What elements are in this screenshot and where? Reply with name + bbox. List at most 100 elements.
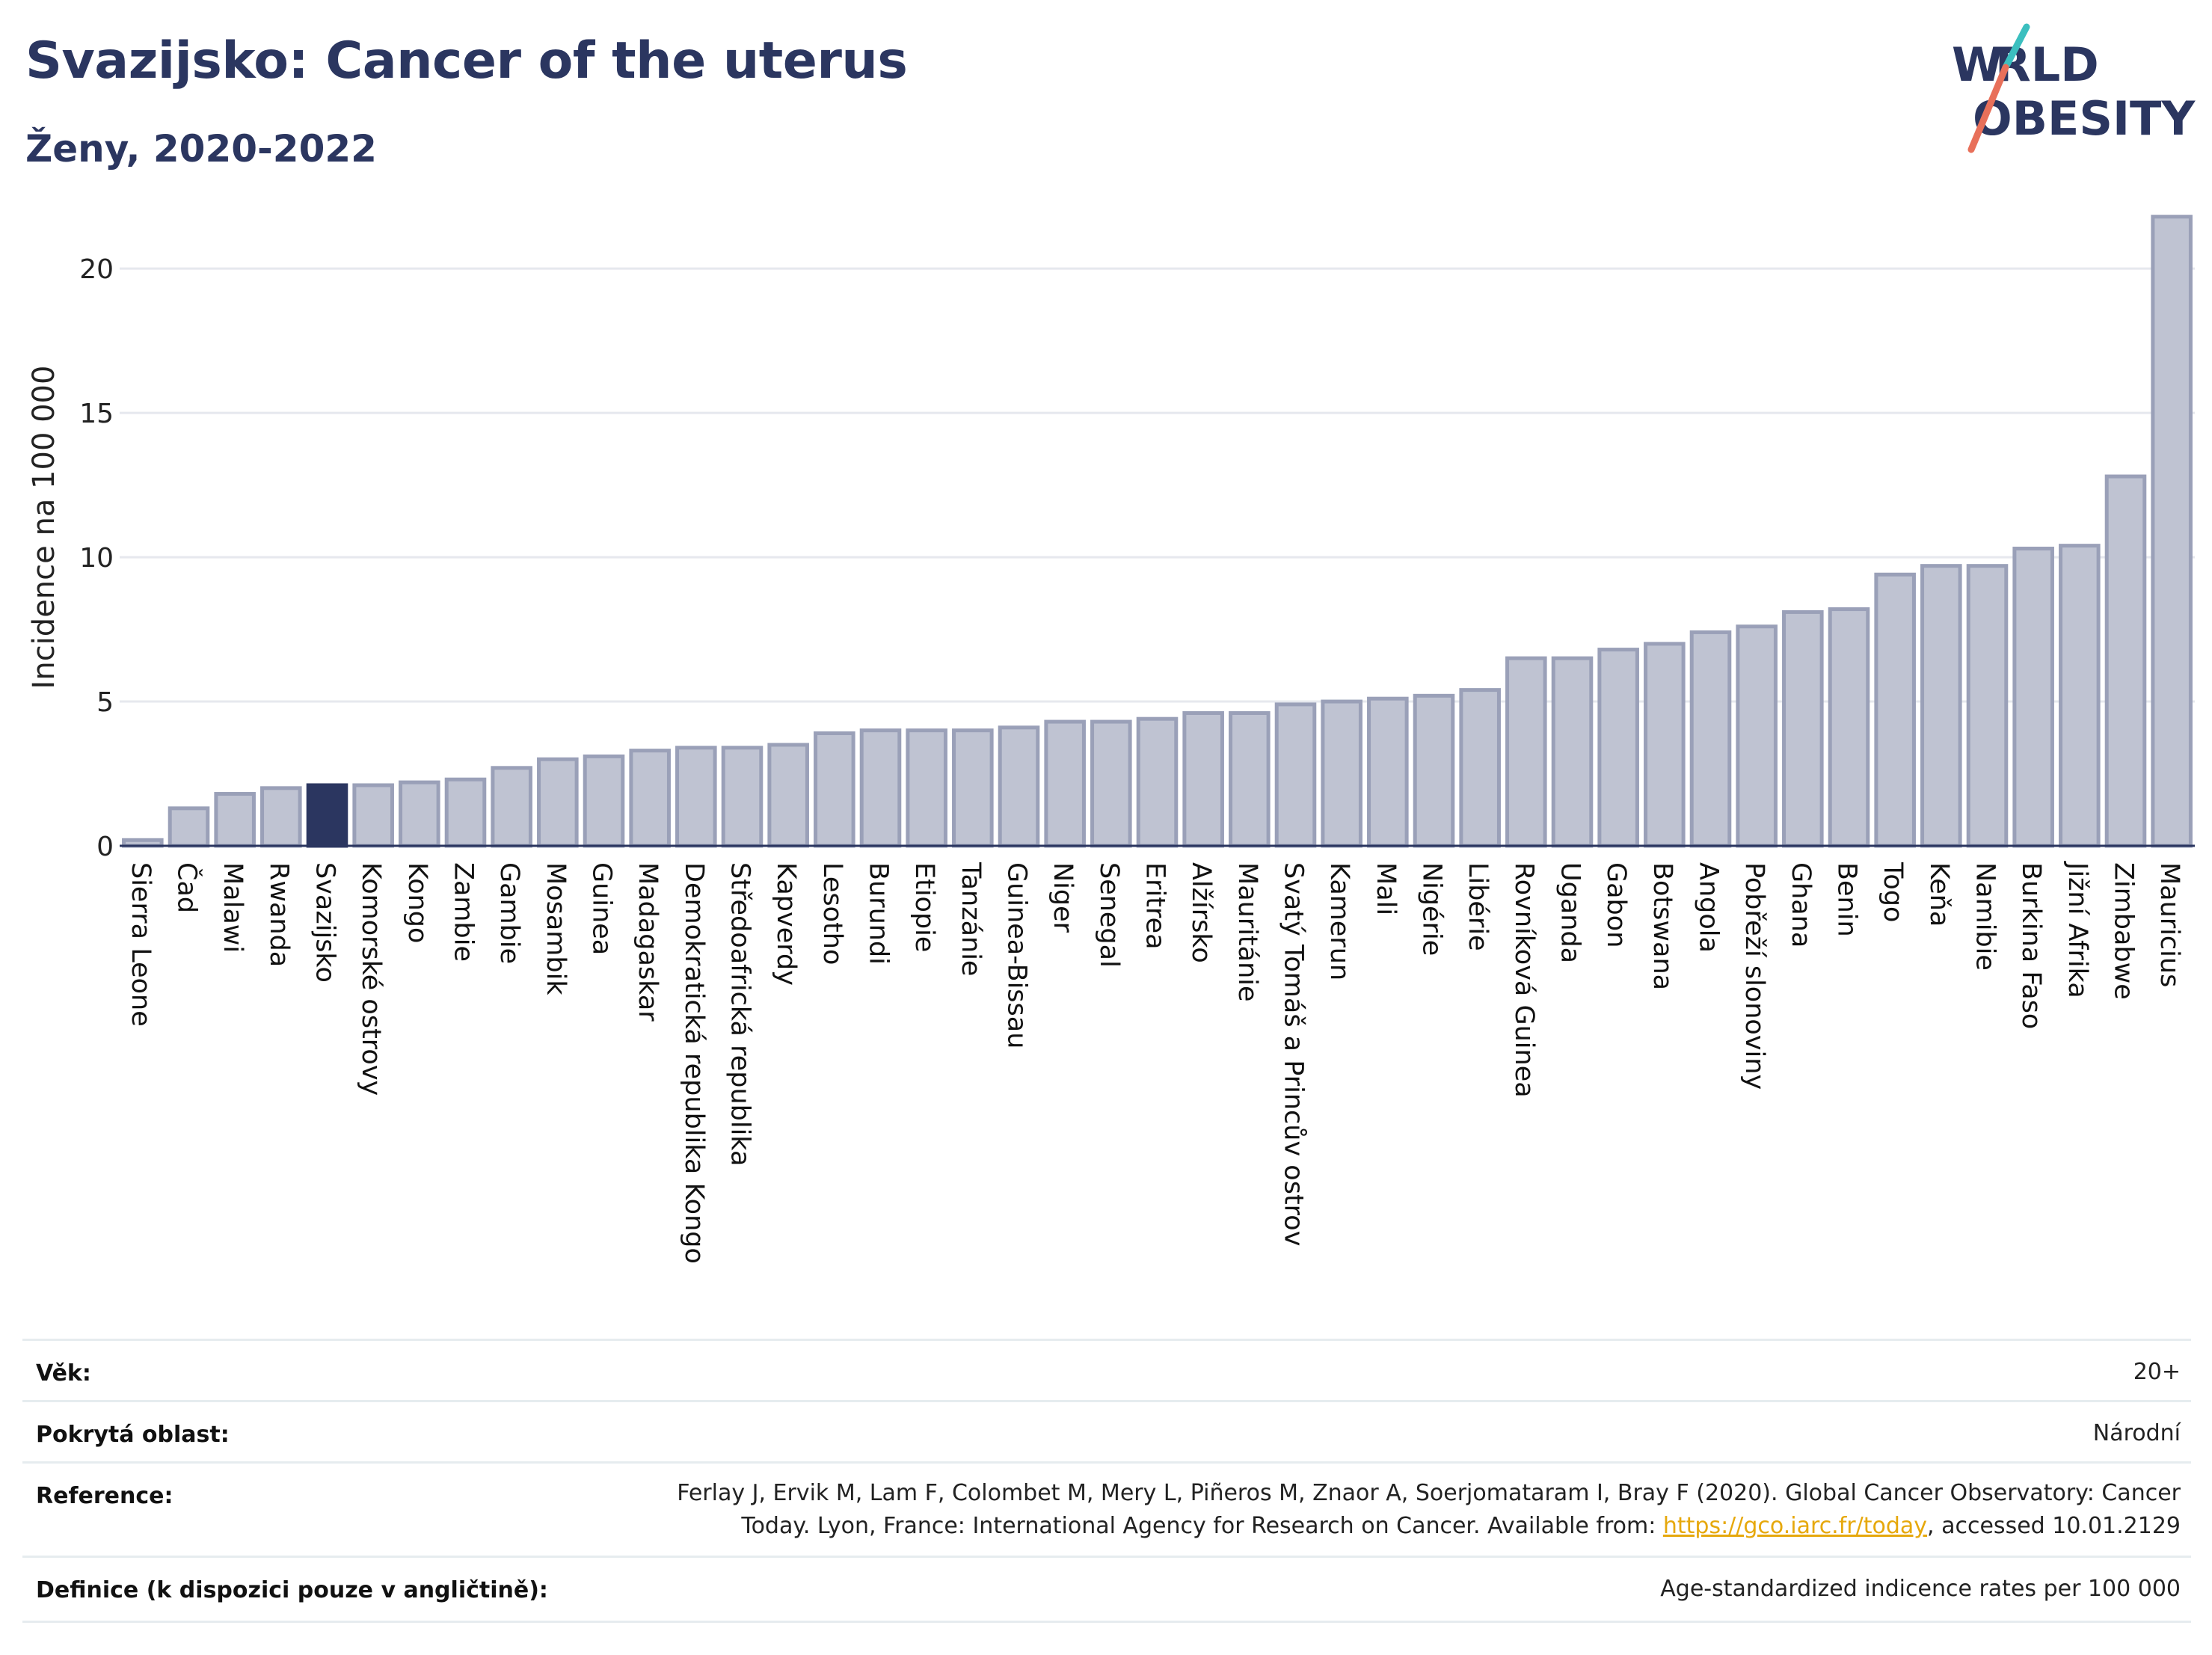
bar — [2151, 215, 2193, 848]
x-tick-label: Kapverdy — [771, 862, 801, 986]
bar — [1782, 610, 1824, 848]
x-tick-label: Mauritánie — [1232, 862, 1262, 1002]
x-tick-label: Jižní Afrika — [2062, 861, 2092, 998]
x-tick-label: Alžírsko — [1186, 862, 1216, 963]
bar — [998, 725, 1040, 848]
x-tick-label: Gambie — [494, 862, 524, 964]
bar — [583, 754, 625, 848]
x-tick-label: Burundi — [864, 862, 894, 965]
x-tick-label: Komorské ostrovy — [356, 862, 386, 1096]
x-tick-label: Zimbabwe — [2109, 862, 2139, 1000]
bar — [1274, 702, 1317, 848]
x-tick-label: Zambie — [449, 862, 479, 962]
bar — [491, 766, 532, 848]
x-tick-label: Mauricius — [2154, 862, 2184, 987]
x-tick-label: Lesotho — [817, 862, 847, 965]
y-tick-label: 0 — [96, 832, 114, 862]
definition-value: Age-standardized indicence rates per 100… — [1660, 1576, 2181, 1602]
x-tick-label: Rovníková Guinea — [1509, 862, 1539, 1098]
x-tick-label: Mosambik — [541, 862, 571, 995]
meta-row-reference: Reference: Ferlay J, Ervik M, Lam F, Col… — [22, 1461, 2191, 1556]
bar — [2104, 474, 2147, 848]
bar — [1874, 572, 1916, 848]
bar — [168, 806, 210, 848]
world-obesity-logo: W RLD OBESITY — [1952, 23, 2196, 153]
bar — [1182, 710, 1224, 848]
x-tick-label: Guinea — [587, 862, 617, 955]
bar — [1367, 696, 1409, 848]
x-tick-label: Namibie — [1970, 862, 2000, 971]
x-tick-label: Uganda — [1555, 862, 1585, 963]
bar — [1689, 630, 1732, 848]
reference-line1: Ferlay J, Ervik M, Lam F, Colombet M, Me… — [677, 1480, 2181, 1506]
area-label: Pokrytá oblast: — [36, 1422, 230, 1448]
reference-line2: Today. Lyon, France: International Agenc… — [677, 1510, 2181, 1543]
bar — [1597, 648, 1639, 848]
bar — [859, 728, 902, 848]
x-tick-label: Etiopie — [909, 862, 939, 952]
area-value: Národní — [2092, 1420, 2181, 1446]
x-tick-label: Svazijsko — [310, 862, 340, 983]
svg-text:OBESITY: OBESITY — [1973, 91, 2196, 146]
bar — [1136, 716, 1179, 848]
x-tick-label: Benin — [1832, 862, 1862, 937]
x-tick-label: Mali — [1371, 862, 1401, 915]
y-tick-label: 15 — [79, 399, 114, 429]
x-tick-label: Keňa — [1924, 862, 1954, 927]
bar — [629, 749, 671, 848]
bar — [675, 746, 717, 848]
x-tick-label: Demokratická republika Kongo — [679, 862, 709, 1264]
bar — [767, 743, 809, 848]
x-tick-label: Svatý Tomáš a Princův ostrov — [1279, 862, 1309, 1246]
bar — [2012, 547, 2054, 848]
reference-link[interactable]: https://gco.iarc.fr/today — [1662, 1513, 1928, 1539]
x-tick-label: Botswana — [1647, 862, 1677, 990]
x-tick-label: Madagaskar — [633, 862, 663, 1022]
bar — [721, 746, 764, 848]
reference-line2-pre: Today. Lyon, France: International Agenc… — [741, 1513, 1663, 1539]
page-subtitle: Ženy, 2020-2022 — [25, 127, 377, 171]
x-tick-label: Rwanda — [264, 862, 294, 967]
y-axis-title: Incidence na 100 000 — [27, 366, 61, 690]
svg-text:W: W — [1952, 37, 2003, 92]
bar — [1321, 699, 1362, 848]
reference-value: Ferlay J, Ervik M, Lam F, Colombet M, Me… — [677, 1477, 2181, 1543]
bar — [1044, 719, 1086, 848]
x-tick-label: Sierra Leone — [126, 862, 156, 1027]
bar — [1551, 656, 1594, 848]
bar — [1505, 656, 1547, 848]
y-tick-labels: 0 5 10 15 20 — [79, 254, 114, 862]
bar — [399, 780, 440, 848]
x-tick-label: Malawi — [218, 862, 248, 953]
x-tick-label: Togo — [1878, 862, 1908, 922]
reference-line2-post: , accessed 10.01.2129 — [1927, 1513, 2181, 1539]
bar — [1828, 607, 1870, 848]
x-tick-label: Kongo — [402, 862, 432, 943]
x-tick-label: Nigérie — [1417, 862, 1447, 956]
bar — [260, 786, 302, 848]
category-labels: Sierra Leone Čad Malawi Rwanda Svazijsko Komo… — [126, 861, 2184, 1264]
svg-text:RLD: RLD — [1995, 37, 2099, 92]
age-value: 20+ — [2133, 1359, 2181, 1385]
x-tick-label: Senegal — [1094, 862, 1124, 968]
reference-label: Reference: — [36, 1483, 173, 1509]
y-tick-label: 20 — [79, 254, 114, 285]
x-tick-label: Středoafrická republika — [725, 862, 755, 1166]
definition-label: Definice (k dispozici pouze v angličtině… — [36, 1577, 548, 1603]
meta-row-age: Věk: 20+ — [22, 1339, 2191, 1401]
x-tick-label: Tanzánie — [956, 862, 986, 976]
bar — [537, 757, 579, 848]
age-label: Věk: — [36, 1360, 91, 1387]
bar — [1090, 719, 1132, 848]
bar — [1229, 710, 1271, 848]
bars — [122, 215, 2193, 848]
bar — [2059, 544, 2101, 848]
bar — [952, 728, 994, 848]
bar — [1966, 564, 2009, 848]
bar-chart: 0 5 10 15 20 Sierra Leone Čad Malawi Rwanda Svaz… — [27, 215, 2195, 1264]
x-tick-label: Kamerun — [1324, 862, 1354, 980]
bar — [1644, 642, 1686, 848]
y-tick-label: 5 — [96, 687, 114, 718]
x-tick-label: Burkina Faso — [2016, 862, 2046, 1029]
meta-row-definition: Definice (k dispozici pouze v angličtině… — [22, 1556, 2191, 1623]
